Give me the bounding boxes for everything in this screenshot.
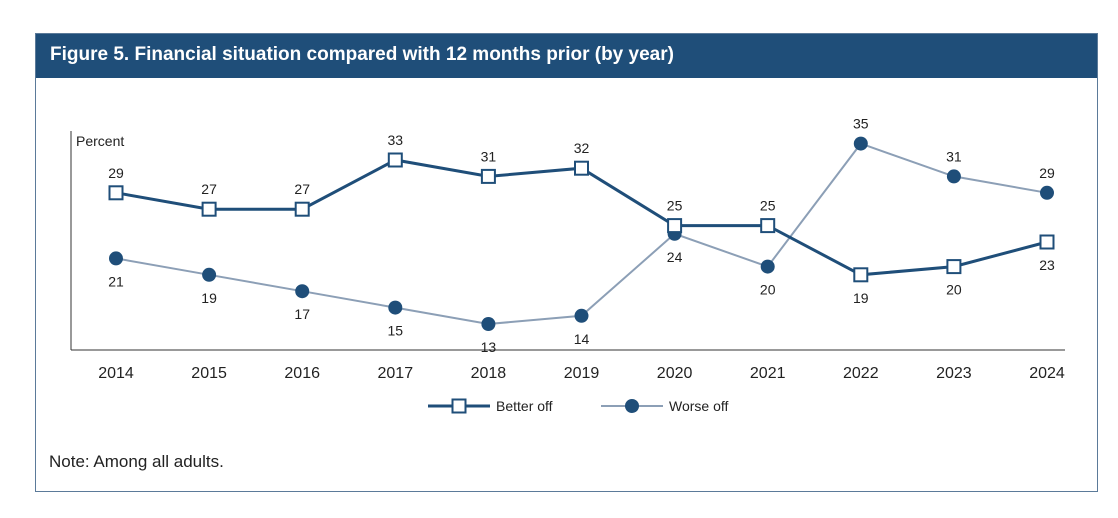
legend-label-better-off: Better off <box>496 398 553 414</box>
point-worse-off <box>202 267 217 282</box>
data-label-better-off: 32 <box>574 140 590 156</box>
data-label-better-off: 20 <box>946 282 962 298</box>
y-axis-label: Percent <box>76 133 124 149</box>
x-tick-label: 2022 <box>843 365 879 382</box>
point-worse-off <box>853 136 868 151</box>
data-label-better-off: 23 <box>1039 257 1055 273</box>
data-label-worse-off: 24 <box>667 249 683 265</box>
figure-frame: Figure 5. Financial situation compared w… <box>35 33 1098 492</box>
figure-note: Note: Among all adults. <box>49 452 224 471</box>
data-label-better-off: 31 <box>481 148 497 164</box>
data-label-worse-off: 35 <box>853 116 869 132</box>
legend-marker-better-off <box>451 398 467 414</box>
data-label-better-off: 19 <box>853 290 869 306</box>
point-worse-off <box>109 251 123 266</box>
x-tick-label: 2023 <box>936 365 972 382</box>
x-tick-label: 2020 <box>657 365 693 382</box>
point-better-off <box>480 168 496 184</box>
point-better-off <box>853 267 869 283</box>
data-label-worse-off: 29 <box>1039 165 1055 181</box>
x-tick-labels: 2014 2015 2016 2017 2018 2019 2020 2021 2022 2023… <box>98 365 1065 382</box>
data-label-worse-off: 19 <box>201 290 217 306</box>
point-better-off <box>574 160 589 176</box>
point-worse-off <box>574 308 589 323</box>
point-better-off <box>201 201 217 217</box>
data-label-worse-off: 14 <box>574 331 590 347</box>
data-label-better-off: 29 <box>108 165 124 181</box>
legend-label-worse-off: Worse off <box>669 398 729 414</box>
legend-marker-worse-off <box>625 399 639 413</box>
data-labels: 29 27 27 33 31 32 25 25 19 20 23 21 19 17 15 13 14 24 20 35… <box>108 116 1055 355</box>
x-tick-label: 2017 <box>378 365 414 382</box>
x-tick-label: 2018 <box>471 365 507 382</box>
data-label-worse-off: 15 <box>388 323 404 339</box>
data-label-worse-off: 13 <box>481 339 497 355</box>
point-worse-off <box>481 317 496 331</box>
point-worse-off <box>1040 185 1054 200</box>
x-tick-label: 2021 <box>750 365 786 382</box>
point-better-off <box>760 218 776 234</box>
data-label-worse-off: 20 <box>760 282 776 298</box>
point-better-off <box>946 259 962 275</box>
point-worse-off <box>295 284 310 299</box>
point-worse-off <box>760 259 775 274</box>
point-worse-off <box>946 169 961 184</box>
x-tick-label: 2024 <box>1029 365 1065 382</box>
x-tick-label: 2014 <box>98 365 134 382</box>
x-tick-label: 2015 <box>191 365 227 382</box>
legend-item-better-off: Better off <box>428 398 553 414</box>
data-label-better-off: 25 <box>667 198 683 214</box>
data-label-better-off: 25 <box>760 198 776 214</box>
legend-item-worse-off: Worse off <box>601 398 729 414</box>
data-label-worse-off: 17 <box>294 306 310 322</box>
data-label-better-off: 33 <box>388 132 404 148</box>
point-worse-off <box>388 300 403 315</box>
point-better-off <box>294 201 310 217</box>
point-better-off <box>387 152 403 168</box>
x-tick-label: 2019 <box>564 365 600 382</box>
series-markers <box>108 136 1055 331</box>
x-tick-label: 2016 <box>284 365 320 382</box>
point-better-off <box>667 218 683 234</box>
data-label-better-off: 27 <box>201 181 217 197</box>
legend: Better off Worse off <box>428 398 729 414</box>
title-bar: Figure 5. Financial situation compared w… <box>36 34 1097 78</box>
data-label-worse-off: 21 <box>108 273 124 289</box>
series-line-better-off <box>115 158 1048 277</box>
data-label-worse-off: 31 <box>946 148 962 164</box>
figure-title: Figure 5. Financial situation compared w… <box>50 44 674 65</box>
point-better-off <box>108 185 124 201</box>
data-label-better-off: 27 <box>294 181 310 197</box>
point-better-off <box>1039 234 1055 250</box>
